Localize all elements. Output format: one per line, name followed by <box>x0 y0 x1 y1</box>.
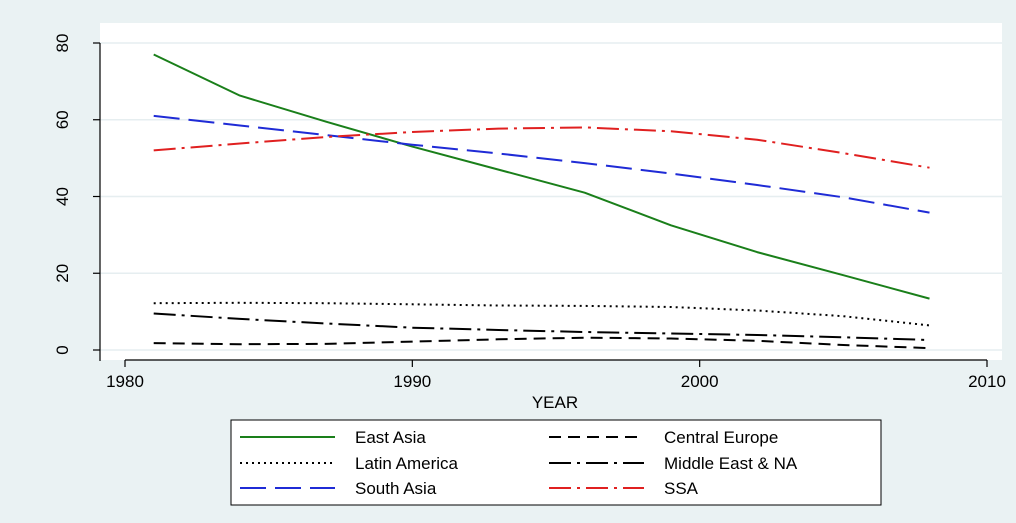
x-tick-label-2000: 2000 <box>681 372 719 391</box>
x-tick-label-2010: 2010 <box>968 372 1006 391</box>
x-tick-label-1980: 1980 <box>106 372 144 391</box>
series-line-ssa <box>153 126 930 169</box>
legend: East Asia Central Europe Latin America Midd… <box>230 419 882 506</box>
series-line-central-europe <box>153 336 930 350</box>
plot-area <box>100 23 1002 360</box>
y-tick-label-60: 60 <box>53 110 72 129</box>
series-line-middle-east-na <box>153 312 930 341</box>
y-tick-label-0: 0 <box>53 345 72 354</box>
axes: 0 20 40 60 80 1980 1990 2000 2010 <box>53 34 1006 391</box>
legend-label-5: SSA <box>664 479 699 498</box>
legend-label-3: Middle East & NA <box>664 454 798 473</box>
series-line-south-asia <box>153 114 930 214</box>
series-line-east-asia <box>153 53 930 300</box>
gridlines <box>100 42 1002 351</box>
legend-label-0: East Asia <box>355 428 426 447</box>
x-tick-label-1990: 1990 <box>393 372 431 391</box>
legend-label-4: South Asia <box>355 479 437 498</box>
y-tick-label-20: 20 <box>53 264 72 283</box>
y-tick-label-40: 40 <box>53 187 72 206</box>
series-lines <box>153 53 930 350</box>
legend-label-2: Latin America <box>355 454 459 473</box>
x-axis-label: YEAR <box>532 393 578 412</box>
legend-label-1: Central Europe <box>664 428 778 447</box>
y-tick-label-80: 80 <box>53 34 72 53</box>
